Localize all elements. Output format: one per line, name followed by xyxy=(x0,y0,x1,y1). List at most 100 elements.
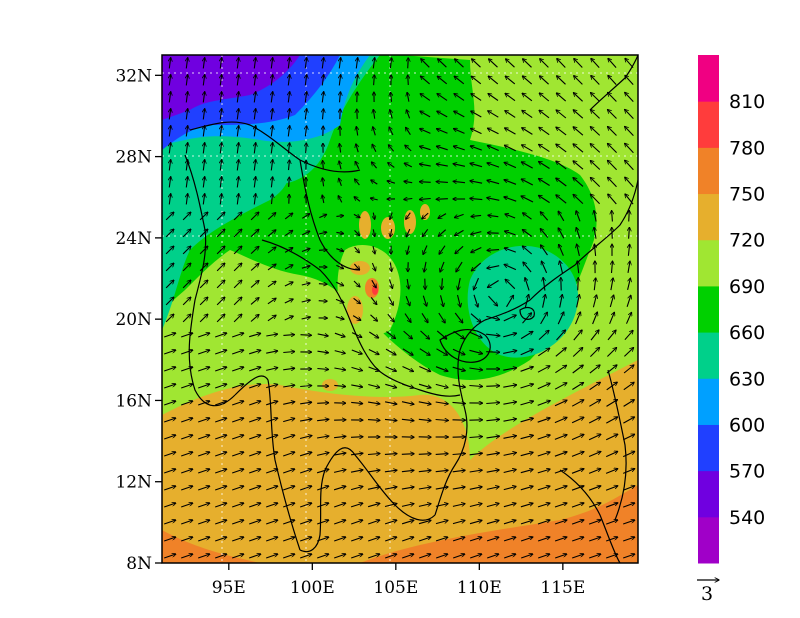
wind-vector xyxy=(504,554,516,559)
wind-vector xyxy=(186,58,187,69)
wind-vector xyxy=(169,126,170,137)
wind-vector xyxy=(169,75,170,86)
wind-vector xyxy=(628,244,629,256)
wind-vector xyxy=(250,246,259,255)
colorbar-label: 660 xyxy=(729,322,765,344)
wind-vector xyxy=(438,213,447,219)
wind-vector xyxy=(557,312,564,325)
wind-vector xyxy=(571,400,584,407)
wind-vector xyxy=(520,435,534,440)
wind-vector xyxy=(435,520,448,525)
wind-vector xyxy=(182,314,191,323)
wind-vector xyxy=(198,435,210,440)
wind-vector xyxy=(356,144,358,153)
wind-vector xyxy=(232,418,244,423)
wind-vector xyxy=(232,554,244,559)
wind-vector xyxy=(521,554,533,559)
wind-vector xyxy=(486,537,499,542)
y-tick-label: 20N xyxy=(115,310,152,330)
wind-vector xyxy=(625,109,634,119)
wind-vector xyxy=(607,348,616,357)
wind-vector xyxy=(520,520,533,525)
wind-vector xyxy=(283,335,294,336)
wind-vector xyxy=(439,295,444,306)
wind-vector xyxy=(351,332,362,338)
wind-vector xyxy=(473,294,478,307)
wind-vector xyxy=(203,143,204,154)
wind-vector xyxy=(354,197,361,202)
wind-vector xyxy=(554,486,567,491)
wind-vector xyxy=(537,401,551,406)
wind-vector xyxy=(355,161,360,169)
wind-vector xyxy=(588,503,601,508)
wind-vector xyxy=(271,75,272,86)
wind-vector xyxy=(594,244,595,256)
wind-vector xyxy=(198,350,210,355)
wind-vector xyxy=(437,94,448,101)
wind-vector xyxy=(271,92,272,103)
wind-vector xyxy=(487,265,500,269)
wind-vector xyxy=(573,161,584,170)
contour-750-blob xyxy=(350,261,370,275)
wind-vector xyxy=(520,418,534,423)
wind-vector xyxy=(289,160,290,171)
wind-vector xyxy=(300,537,312,542)
wind-vector xyxy=(520,537,533,542)
wind-vector xyxy=(232,333,244,338)
wind-vector xyxy=(385,383,396,387)
wind-vector xyxy=(452,487,465,489)
wind-vector xyxy=(300,554,312,559)
wind-vector xyxy=(355,179,360,186)
colorbar-swatch xyxy=(698,193,719,241)
wind-vector xyxy=(402,365,414,372)
wind-vector xyxy=(336,264,343,268)
wind-vector xyxy=(503,368,516,371)
wind-vector xyxy=(237,92,238,103)
wind-vector xyxy=(283,486,295,491)
wind-vector xyxy=(437,129,448,134)
colorbar-swatch xyxy=(698,55,719,102)
wind-vector xyxy=(606,537,618,542)
wind-vector xyxy=(554,503,567,508)
wind-vector xyxy=(306,143,307,154)
wind-vector xyxy=(233,229,242,238)
wind-vector xyxy=(504,162,517,169)
wind-vector xyxy=(404,181,413,182)
wind-vector xyxy=(288,75,289,86)
wind-vector xyxy=(453,181,466,182)
wind-vector xyxy=(350,503,363,508)
wind-vector xyxy=(522,246,533,255)
wind-vector xyxy=(487,280,499,288)
wind-vector xyxy=(267,264,276,271)
wind-vector xyxy=(456,294,461,307)
wind-vector xyxy=(520,349,534,356)
wind-vector xyxy=(371,180,378,185)
wind-vector xyxy=(573,110,584,119)
wind-vector xyxy=(456,261,463,272)
wind-vector xyxy=(537,383,550,390)
wind-vector xyxy=(556,330,566,341)
wind-vector xyxy=(367,487,380,490)
wind-vector xyxy=(203,177,204,188)
wind-vector xyxy=(165,263,174,272)
x-tick-label: 105E xyxy=(373,578,418,598)
wind-vector xyxy=(186,143,187,154)
wind-vector xyxy=(220,58,221,69)
wind-vector xyxy=(609,312,615,325)
wind-vector xyxy=(503,385,516,388)
wind-vector xyxy=(350,470,363,473)
y-tick-label: 16N xyxy=(115,391,152,411)
wind-vector xyxy=(181,537,193,542)
wind-vector xyxy=(199,314,208,323)
wind-vector xyxy=(505,111,516,118)
wind-vector xyxy=(284,213,293,220)
wind-vector xyxy=(605,469,618,474)
wind-vector xyxy=(503,402,516,405)
contour-750-blob xyxy=(381,217,395,239)
wind-vector xyxy=(625,312,632,324)
wind-vector xyxy=(471,231,482,235)
wind-vector xyxy=(254,58,255,69)
wind-vector xyxy=(300,469,312,474)
wind-vector xyxy=(571,417,584,424)
wind-vector xyxy=(540,59,549,68)
